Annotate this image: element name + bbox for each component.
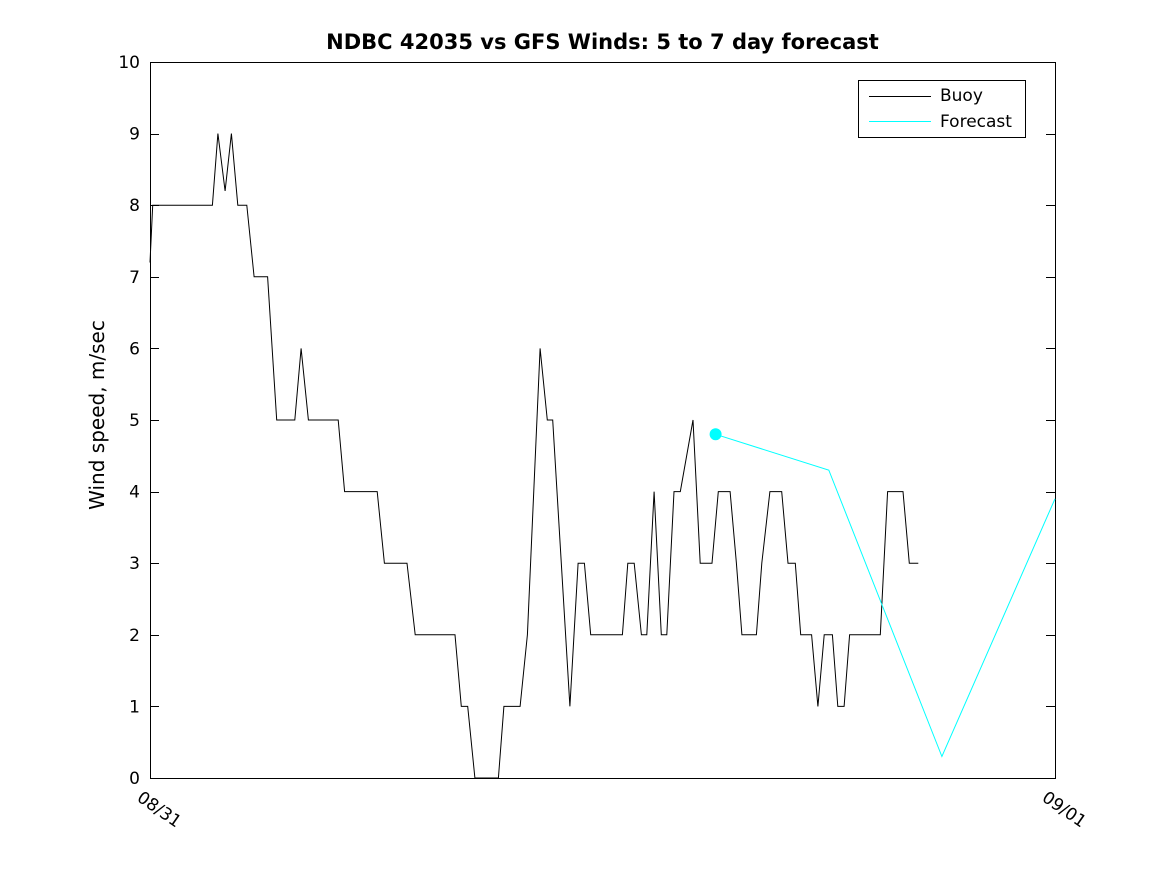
y-tick-label: 4 xyxy=(129,483,140,503)
x-tick-label: 08/31 xyxy=(133,788,185,832)
forecast-line-sample xyxy=(869,121,931,123)
series-line-buoy xyxy=(149,133,919,779)
y-tick-label: 5 xyxy=(129,411,140,431)
forecast-start-marker xyxy=(709,428,722,441)
y-axis-label: Wind speed, m/sec xyxy=(85,320,109,510)
y-tick-label: 6 xyxy=(129,339,140,359)
y-tick-label: 0 xyxy=(129,769,140,789)
x-tick-label: 09/01 xyxy=(1038,788,1090,832)
series-line-forecast xyxy=(715,433,1056,758)
legend-item-buoy: Buoy xyxy=(869,86,1015,106)
y-tick-label: 10 xyxy=(118,53,140,73)
y-tick-label: 2 xyxy=(129,626,140,646)
legend: Buoy Forecast xyxy=(858,80,1026,138)
y-tick-label: 3 xyxy=(129,554,140,574)
y-tick-label: 7 xyxy=(129,268,140,288)
y-tick-label: 1 xyxy=(129,697,140,717)
y-tick-label: 8 xyxy=(129,196,140,216)
buoy-line-sample xyxy=(869,95,931,97)
legend-label-forecast: Forecast xyxy=(940,111,1012,132)
legend-item-forecast: Forecast xyxy=(869,112,1015,132)
y-tick-label: 9 xyxy=(129,125,140,145)
legend-label-buoy: Buoy xyxy=(940,86,983,107)
chart-title: NDBC 42035 vs GFS Winds: 5 to 7 day fore… xyxy=(326,30,879,54)
